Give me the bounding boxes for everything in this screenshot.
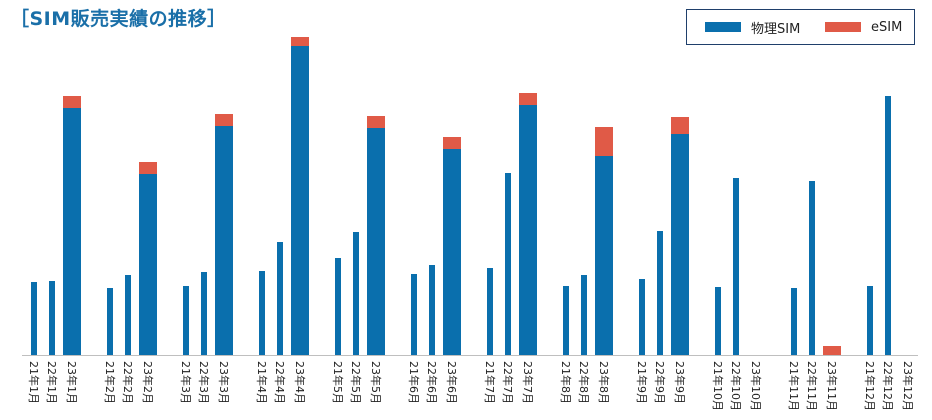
x-tick-label: 21年5月 [331, 361, 345, 404]
bar-esim-17 [443, 137, 461, 149]
x-tick-label: 23年10月 [749, 361, 763, 411]
x-tick-label: 22年4月 [273, 361, 287, 404]
x-tick-label: 23年1月 [65, 361, 79, 404]
bar-esim-2 [63, 96, 81, 108]
chart-title: ［SIM販売実績の推移］ [10, 8, 227, 30]
bar-physical-sim-4 [125, 275, 131, 355]
x-tick-label: 23年6月 [445, 361, 459, 404]
bar-physical-sim-19 [505, 173, 511, 355]
x-tick-label: 21年3月 [179, 361, 193, 404]
x-tick-label: 21年2月 [103, 361, 117, 404]
bar-physical-sim-14 [367, 128, 385, 355]
bar-physical-sim-9 [259, 271, 265, 355]
bar-physical-sim-21 [563, 286, 569, 355]
bar-physical-sim-22 [581, 275, 587, 355]
x-tick-label: 22年3月 [197, 361, 211, 404]
bar-esim-26 [671, 117, 689, 134]
bar-esim-8 [215, 114, 233, 126]
x-tick-label: 21年6月 [407, 361, 421, 404]
bar-physical-sim-1 [49, 281, 55, 355]
bar-esim-20 [519, 93, 537, 105]
x-tick-label: 22年2月 [121, 361, 135, 404]
bar-physical-sim-20 [519, 105, 537, 355]
x-tick-label: 22年10月 [729, 361, 743, 411]
legend-label-esim: eSIM [871, 19, 903, 35]
x-tick-label: 22年1月 [45, 361, 59, 404]
bar-esim-11 [291, 37, 309, 46]
bar-physical-sim-2 [63, 108, 81, 355]
x-tick-label: 22年12月 [881, 361, 895, 411]
bar-physical-sim-11 [291, 46, 309, 355]
bar-physical-sim-5 [139, 174, 157, 355]
x-tick-label: 21年9月 [635, 361, 649, 404]
bar-esim-5 [139, 162, 157, 174]
x-tick-label: 21年7月 [483, 361, 497, 404]
bar-physical-sim-12 [335, 258, 341, 355]
bar-physical-sim-34 [885, 96, 891, 355]
bar-physical-sim-33 [867, 286, 873, 355]
bar-esim-23 [595, 127, 613, 156]
legend: 物理SIM eSIM [686, 9, 915, 45]
x-tick-label: 23年7月 [521, 361, 535, 404]
legend-item-esim: eSIM [825, 18, 902, 36]
x-tick-label: 23年11月 [825, 361, 839, 411]
bar-physical-sim-7 [201, 272, 207, 355]
x-tick-label: 23年8月 [597, 361, 611, 404]
bar-physical-sim-25 [657, 231, 663, 355]
x-tick-label: 23年4月 [293, 361, 307, 404]
bar-physical-sim-6 [183, 286, 189, 355]
x-tick-label: 23年9月 [673, 361, 687, 404]
x-tick-label: 23年5月 [369, 361, 383, 404]
bar-physical-sim-23 [595, 156, 613, 355]
bar-physical-sim-15 [411, 274, 417, 355]
x-tick-label: 23年3月 [217, 361, 231, 404]
bar-physical-sim-8 [215, 126, 233, 355]
bar-physical-sim-28 [733, 178, 739, 355]
bar-physical-sim-3 [107, 288, 113, 355]
bar-physical-sim-16 [429, 265, 435, 355]
x-tick-label: 21年1月 [27, 361, 41, 404]
bar-physical-sim-31 [809, 181, 815, 355]
x-tick-label: 23年12月 [901, 361, 915, 411]
bar-physical-sim-26 [671, 134, 689, 355]
bar-physical-sim-24 [639, 279, 645, 355]
bar-physical-sim-17 [443, 149, 461, 355]
bar-physical-sim-0 [31, 282, 37, 355]
x-tick-label: 21年11月 [787, 361, 801, 411]
bar-physical-sim-30 [791, 288, 797, 355]
bar-physical-sim-27 [715, 287, 721, 355]
x-tick-label: 21年8月 [559, 361, 573, 404]
x-tick-label: 22年5月 [349, 361, 363, 404]
x-tick-label: 22年7月 [501, 361, 515, 404]
bar-physical-sim-10 [277, 242, 283, 355]
x-tick-label: 22年6月 [425, 361, 439, 404]
bar-physical-sim-13 [353, 232, 359, 355]
x-tick-label: 22年9月 [653, 361, 667, 404]
bar-esim-14 [367, 116, 385, 128]
legend-swatch-esim [825, 22, 861, 32]
legend-swatch-physical-sim [705, 22, 741, 32]
bar-physical-sim-18 [487, 268, 493, 355]
x-tick-label: 21年10月 [711, 361, 725, 411]
bar-esim-32 [823, 346, 841, 355]
legend-item-physical-sim: 物理SIM [705, 18, 801, 37]
x-tick-label: 21年4月 [255, 361, 269, 404]
x-tick-label: 23年2月 [141, 361, 155, 404]
legend-label-physical-sim: 物理SIM [751, 21, 801, 37]
x-tick-label: 22年11月 [805, 361, 819, 411]
x-tick-label: 22年8月 [577, 361, 591, 404]
x-tick-label: 21年12月 [863, 361, 877, 411]
